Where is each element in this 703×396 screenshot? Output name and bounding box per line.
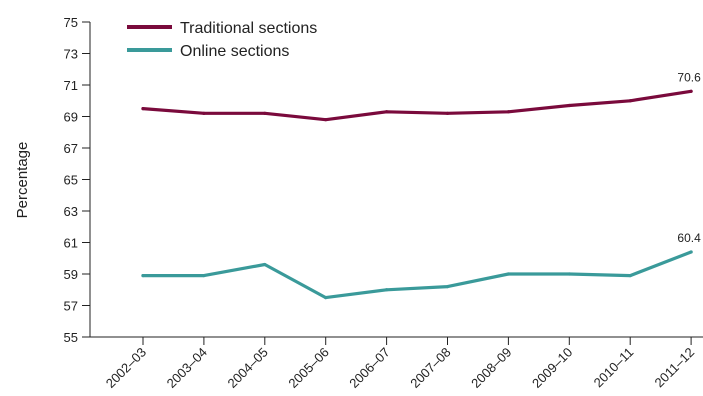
y-tick-label: 67 [64, 141, 78, 156]
data-point [506, 110, 510, 114]
data-point [567, 272, 571, 276]
legend: Traditional sections Online sections [127, 20, 317, 60]
series-line-online [141, 250, 693, 300]
data-point [628, 99, 632, 103]
x-tick-label: 2004–05 [225, 345, 271, 391]
x-tick-label: 2011–12 [652, 345, 698, 391]
data-point [689, 250, 693, 254]
data-point [202, 111, 206, 115]
x-ticks: 2002–03 2003–04 2004–05 2005–06 2006–07 2007–… [103, 337, 698, 391]
legend-label: Online sections [180, 43, 289, 60]
y-ticks: 55 57 59 61 63 65 67 69 71 73 75 [64, 15, 90, 345]
end-value-label: 70.6 [677, 70, 701, 84]
data-point [263, 262, 267, 267]
y-tick-label: 55 [64, 330, 78, 345]
data-point [324, 118, 328, 122]
legend-label: Traditional sections [180, 20, 317, 37]
series-lines: 70.6 60.4 [141, 70, 701, 300]
y-tick-label: 69 [64, 110, 78, 125]
y-axis-label: Percentage [14, 142, 31, 219]
data-point [628, 273, 632, 278]
y-tick-label: 63 [64, 204, 78, 219]
y-tick-label: 59 [64, 267, 78, 282]
data-point [506, 272, 510, 276]
series-line-traditional [141, 89, 693, 122]
x-tick-label: 2002–03 [103, 345, 149, 391]
x-tick-label: 2009–10 [529, 345, 575, 391]
y-tick-label: 57 [64, 299, 78, 314]
y-tick-label: 73 [64, 47, 78, 62]
x-tick-label: 2008–09 [468, 345, 514, 391]
data-point [567, 103, 571, 108]
data-point [141, 273, 145, 278]
x-tick-label: 2007–08 [407, 345, 453, 391]
x-tick-label: 2010–11 [591, 345, 637, 391]
y-tick-label: 61 [64, 236, 78, 251]
data-point [385, 288, 389, 292]
y-tick-label: 71 [64, 78, 78, 93]
data-point [263, 111, 267, 115]
x-tick-label: 2005–06 [285, 345, 331, 391]
data-point [141, 107, 145, 111]
data-point [445, 111, 450, 115]
y-tick-label: 65 [64, 173, 78, 188]
data-point [445, 285, 450, 289]
x-tick-label: 2003–04 [164, 345, 210, 391]
data-point [202, 273, 206, 278]
y-tick-label: 75 [64, 15, 78, 30]
data-point [689, 89, 693, 93]
data-point [385, 110, 389, 114]
data-point [324, 296, 328, 300]
x-tick-label: 2006–07 [346, 345, 392, 391]
end-value-label: 60.4 [677, 231, 701, 245]
